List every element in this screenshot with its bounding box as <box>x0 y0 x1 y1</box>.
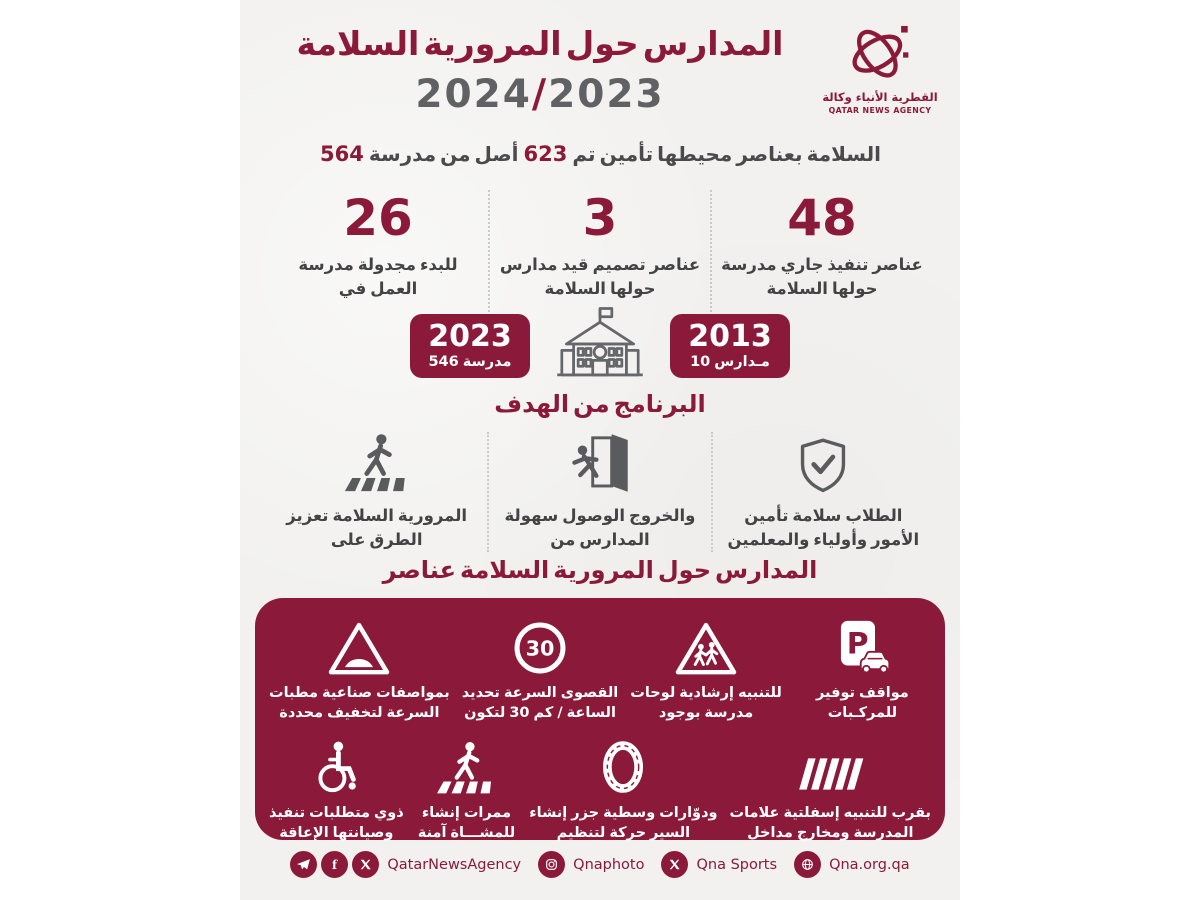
panel-row-1: مطبات صناعية بمواصفات محددة لتخفيف السرعة 30… <box>263 618 937 724</box>
goals-heading: الهدف من البرنامج <box>494 390 706 418</box>
safety-elements-panel: مطبات صناعية بمواصفات محددة لتخفيف السرعة 30… <box>255 598 945 841</box>
element-label: مطبات صناعية بمواصفات محددة لتخفيف السرعة <box>269 685 450 722</box>
stat-value: 26 <box>343 189 413 247</box>
social-group-sports: Qna Sports <box>661 851 777 878</box>
parking-sign-icon: P <box>792 618 933 676</box>
element-label: علامات إسفلتية للتنبيه بقرب مداخل ومخارج المد… <box>729 804 931 841</box>
qna-logo: وكالة الأنباء القطرية QATAR NEWS AGENCY <box>814 22 946 115</box>
panel-row-2: تنفيذ متطلبات ذوي الإعاقة وصيانتها <box>263 738 937 844</box>
speed-limit-30-icon: 30 <box>460 618 621 676</box>
road-markings-icon <box>728 738 933 796</box>
social-footer: f QatarNewsAgency Qnaphoto <box>240 851 960 878</box>
svg-text:P: P <box>847 627 869 662</box>
logo-arabic-name: وكالة الأنباء القطرية <box>822 90 938 104</box>
social-handle: QatarNewsAgency <box>387 856 522 873</box>
badge-subtitle: 10 مـدارس <box>690 353 770 370</box>
school-building-icon <box>550 303 650 389</box>
shield-check-icon <box>719 432 928 494</box>
facebook-icon: f <box>321 851 349 878</box>
element-safe-crossings: إنشاء ممرات آمنة للمشـــاة <box>410 738 524 844</box>
instagram-icon <box>538 851 566 878</box>
element-label: توفير مواقف للمركـبات <box>816 685 909 722</box>
element-parking: P توفير مواقف للمركـبات <box>788 618 937 724</box>
element-road-markings: علامات إسفلتية للتنبيه بقرب مداخل ومخارج المد… <box>724 738 937 844</box>
year-separator: / <box>531 72 549 117</box>
svg-text:f: f <box>332 858 338 872</box>
timeline-row: 2023 546 مدرسة 2013 10 مـدارس <box>240 303 960 389</box>
summary-num-secured: 564 <box>320 142 364 166</box>
svg-text:30: 30 <box>526 636 555 660</box>
x-icon <box>352 851 380 878</box>
stat-value: 3 <box>582 189 618 247</box>
element-label: تنفيذ متطلبات ذوي الإعاقة وصيانتها <box>269 804 404 841</box>
element-label: تحديد السرعة القصوى لتكون 30 كم / الساعة <box>461 685 619 722</box>
stats-row: 26 مدرسة مجدولة للبدء في العمل 3 مدارس قيد تص… <box>268 190 932 312</box>
stat-label: مدرسة مجدولة للبدء في العمل <box>298 254 458 299</box>
summary-num-total: 623 <box>523 142 568 166</box>
stat-label: مدارس قيد تصميم عناصر السلامة حولها <box>499 254 701 299</box>
goal-label: تعزيز السلامة المرورية على الطرق <box>286 506 468 549</box>
goals-row: تعزيز السلامة المرورية على الطرق سهولة الوصو… <box>266 432 934 552</box>
social-group-instagram: Qnaphoto <box>538 851 644 878</box>
goal-easy-access: سهولة الوصول والخروج من المدارس <box>487 432 710 552</box>
goal-label: سهولة الوصول والخروج من المدارس <box>504 506 696 549</box>
social-handle: Qna Sports <box>696 856 778 873</box>
logo-english-name: QATAR NEWS AGENCY <box>828 106 932 115</box>
element-label: إنشاء جزر وسطية ودوّارات لتنظيم حركة السير <box>529 804 718 841</box>
page-title: السلامة المرورية حول المدارس <box>296 24 784 63</box>
roundabout-icon <box>527 738 719 796</box>
social-handle: Qna.org.qa <box>829 856 910 873</box>
season-years: 2024/2023 <box>240 72 840 117</box>
school-crossing-sign-icon <box>628 618 784 676</box>
element-speed-bumps: مطبات صناعية بمواصفات محددة لتخفيف السرعة <box>263 618 456 724</box>
badge-year: 2013 <box>688 319 772 355</box>
infographic-sheet: السلامة المرورية حول المدارس 2024/2023 وكال… <box>240 0 960 900</box>
stat-label: مدرسة جاري تنفيذ عناصر السلامة حولها <box>721 254 923 299</box>
goal-road-safety: تعزيز السلامة المرورية على الطرق <box>266 432 487 552</box>
globe-icon <box>794 851 822 878</box>
social-group-main: f QatarNewsAgency <box>290 851 521 878</box>
goal-protect-students: تأمين سلامة الطلاب والمعلمين وأولياء الأمور <box>710 432 934 552</box>
summary-text-1: مدرسة من أصل <box>368 142 519 166</box>
pedestrian-crossing-icon <box>414 738 520 796</box>
crosswalk-pedestrian-icon <box>272 432 481 494</box>
summary-text-2: تم تأمين محيطها بعناصر السلامة <box>572 142 881 166</box>
year-left: 2024 <box>415 72 532 117</box>
element-roundabouts: إنشاء جزر وسطية ودوّارات لتنظيم حركة السير <box>523 738 723 844</box>
element-speed-limit: 30 تحديد السرعة القصوى لتكون 30 كم / الساعة <box>456 618 625 724</box>
element-label: لوحات إرشادية للتنبيه بوجود مدرسة <box>630 685 782 722</box>
badge-year: 2023 <box>428 319 512 355</box>
element-warning-signs: لوحات إرشادية للتنبيه بوجود مدرسة <box>624 618 788 724</box>
x-icon <box>661 851 689 878</box>
element-accessibility: تنفيذ متطلبات ذوي الإعاقة وصيانتها <box>263 738 410 844</box>
element-label: إنشاء ممرات آمنة للمشـــاة <box>417 804 516 841</box>
summary-line: 564 مدرسة من أصل 623 تم تأمين محيطها بعناصر السلا… <box>240 142 960 166</box>
telegram-icon <box>290 851 318 878</box>
wheelchair-icon <box>267 738 406 796</box>
goal-label: تأمين سلامة الطلاب والمعلمين وأولياء الأمور <box>727 506 920 549</box>
elements-heading: عناصر السلامة المرورية حول المدارس <box>382 556 818 584</box>
social-group-website: Qna.org.qa <box>794 851 910 878</box>
stat-in-design: 3 مدارس قيد تصميم عناصر السلامة حولها <box>488 190 710 312</box>
qna-atom-logo-icon <box>847 25 913 88</box>
stat-in-progress: 48 مدرسة جاري تنفيذ عناصر السلامة حولها <box>710 190 932 312</box>
badge-subtitle: 546 مدرسة <box>428 353 512 370</box>
stat-value: 48 <box>787 189 857 247</box>
stat-scheduled: 26 مدرسة مجدولة للبدء في العمل <box>268 190 488 312</box>
badge-2013: 2013 10 مـدارس <box>670 314 790 378</box>
badge-2023: 2023 546 مدرسة <box>410 314 530 378</box>
exit-door-icon <box>495 432 704 494</box>
year-right: 2023 <box>548 72 665 117</box>
speed-bump-sign-icon <box>267 618 452 676</box>
social-handle: Qnaphoto <box>573 856 645 873</box>
